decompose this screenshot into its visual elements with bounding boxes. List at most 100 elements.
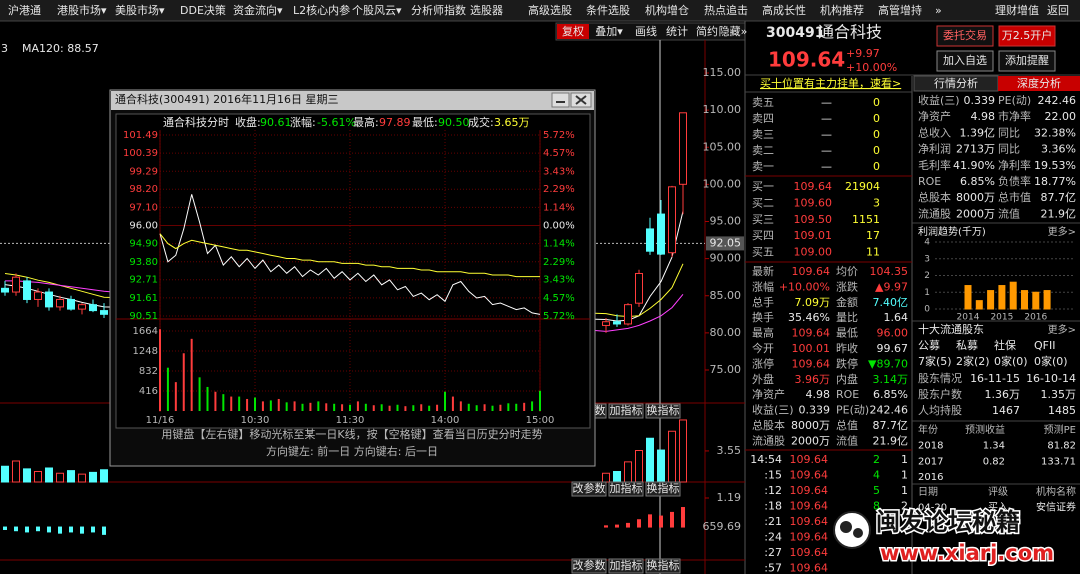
popup-stat-value: 97.89 bbox=[379, 116, 411, 129]
ticks-cell: 1 bbox=[901, 484, 908, 497]
info-cell: 16-11-15 bbox=[970, 372, 1020, 385]
action-button[interactable]: 委托交易 bbox=[943, 28, 987, 42]
stock-code: 300491 bbox=[766, 25, 824, 41]
pane-button[interactable]: 加指标 bbox=[610, 481, 643, 495]
pct-label: 2.29% bbox=[543, 257, 575, 268]
ma-line bbox=[4, 263, 684, 318]
candle-body bbox=[56, 298, 64, 308]
menu-item[interactable]: 美股市场▾ bbox=[115, 3, 165, 17]
menu-item[interactable]: 返回 bbox=[1047, 4, 1069, 17]
y-tick-label: 115.00 bbox=[703, 66, 742, 79]
volume-bar bbox=[285, 402, 288, 411]
minimize-button[interactable] bbox=[551, 92, 570, 108]
rows-cell: 0家(0) bbox=[1034, 354, 1068, 368]
y-tick-label: 98.20 bbox=[129, 184, 158, 195]
y-tick-label: 105.00 bbox=[703, 140, 742, 153]
menu-item[interactable]: DDE决策 bbox=[180, 3, 226, 17]
info-cell: 16-10-14 bbox=[1026, 372, 1076, 385]
menu-item[interactable]: 条件选股 bbox=[586, 3, 630, 17]
bar bbox=[89, 471, 97, 483]
watermark-logo bbox=[833, 511, 871, 549]
bar bbox=[56, 472, 64, 483]
toolbar-button[interactable]: 画线 bbox=[635, 24, 657, 38]
info-cell: 人均持股 bbox=[918, 403, 962, 417]
forecast-cell: 年份 bbox=[918, 423, 938, 436]
menu-item[interactable]: 高管增持 bbox=[878, 3, 922, 17]
menu-item[interactable]: 热点追击 bbox=[704, 3, 748, 17]
menu-item[interactable]: 选股器 bbox=[470, 4, 503, 17]
menu-item[interactable]: L2核心内参 bbox=[293, 3, 350, 17]
bar bbox=[14, 526, 18, 532]
bar bbox=[964, 285, 972, 310]
forecast-cell: 0.82 bbox=[983, 456, 1005, 467]
x-tick-label: 11:30 bbox=[336, 415, 365, 426]
volume-bar bbox=[364, 403, 367, 411]
order-book-cell: — bbox=[821, 112, 832, 125]
menu-item[interactable]: 个股风云▾ bbox=[352, 4, 402, 17]
stats-cell: 4.98 bbox=[806, 388, 831, 401]
ticks-cell: :18 bbox=[764, 500, 782, 513]
y-tick-label: 1248 bbox=[133, 346, 158, 357]
popup-mode: 分时 bbox=[207, 116, 229, 129]
x-tick-label: 11/16 bbox=[146, 415, 175, 426]
volume-bar bbox=[269, 400, 272, 411]
fundamentals-cell: 242.46 bbox=[1038, 94, 1077, 107]
toolbar-button[interactable]: 复权 bbox=[562, 24, 584, 38]
order-book-cell: 1151 bbox=[852, 213, 880, 226]
candle-body bbox=[34, 291, 42, 300]
toolbar-button[interactable]: 隐藏» bbox=[719, 25, 748, 38]
bar bbox=[102, 526, 106, 535]
y-tick-label: 1664 bbox=[133, 326, 158, 337]
menu-item[interactable]: 高级选股 bbox=[528, 3, 572, 17]
popup-stat-label: 成交: bbox=[468, 115, 494, 129]
order-book-cell: 买二 bbox=[752, 196, 774, 209]
pane-button[interactable]: 改参数 bbox=[573, 558, 606, 572]
bar bbox=[58, 526, 62, 534]
action-button[interactable]: 加入自选 bbox=[943, 54, 987, 67]
menu-item[interactable]: 理财增值 bbox=[995, 3, 1039, 17]
volume-bar bbox=[380, 404, 383, 411]
volume-bar bbox=[174, 382, 177, 411]
action-button[interactable]: 添加提醒 bbox=[1005, 53, 1049, 67]
pct-label: 4.57% bbox=[543, 293, 575, 304]
ticks-cell: 109.64 bbox=[790, 562, 829, 574]
tab[interactable]: 行情分析 bbox=[934, 76, 978, 90]
toolbar-button[interactable]: 简约 bbox=[696, 24, 718, 38]
toolbar-button[interactable]: 叠加▾ bbox=[595, 25, 623, 38]
promo-link[interactable]: 买十位置有主力挂单，速看> bbox=[760, 76, 901, 90]
menu-item[interactable]: 资金流向▾ bbox=[233, 3, 283, 17]
volume-bar bbox=[317, 401, 320, 411]
pane-note: 659.69 bbox=[703, 520, 742, 533]
menu-item[interactable]: 机构增仓 bbox=[645, 3, 689, 17]
menu-item[interactable]: 港股市场▾ bbox=[57, 3, 107, 17]
stats-cell: 净资产 bbox=[752, 387, 785, 401]
menu-item[interactable]: 高成长性 bbox=[762, 3, 806, 17]
y-tick-label: 85.00 bbox=[710, 289, 742, 302]
volume-bar bbox=[539, 390, 541, 411]
candle-body bbox=[668, 186, 676, 254]
pane-button[interactable]: 改参数 bbox=[573, 481, 606, 495]
y-tick-label: 97.10 bbox=[129, 202, 158, 213]
menu-item[interactable]: 分析师指数 bbox=[411, 3, 466, 17]
ma-label: MA120: 88.57 bbox=[22, 42, 99, 55]
menu-item[interactable]: » bbox=[935, 4, 942, 17]
order-book-cell: 卖一 bbox=[752, 160, 774, 173]
tab[interactable]: 深度分析 bbox=[1017, 76, 1061, 90]
pane-button[interactable]: 加指标 bbox=[610, 558, 643, 572]
more-link[interactable]: 更多> bbox=[1048, 225, 1076, 238]
ticks-cell: 2 bbox=[873, 453, 880, 466]
pane-button[interactable]: 换指标 bbox=[647, 558, 680, 572]
pane-button[interactable]: 加指标 bbox=[610, 403, 643, 417]
ma-line bbox=[4, 210, 684, 322]
toolbar-button[interactable]: 统计 bbox=[666, 25, 688, 38]
ticks-cell: :24 bbox=[764, 531, 782, 544]
menu-item[interactable]: 沪港通 bbox=[8, 3, 41, 17]
more-link[interactable]: 更多> bbox=[1048, 323, 1076, 336]
pane-button[interactable]: 换指标 bbox=[647, 403, 680, 417]
action-button[interactable]: 万2.5开户 bbox=[1002, 28, 1053, 42]
menu-item[interactable]: 机构推荐 bbox=[820, 3, 864, 17]
candle-body bbox=[67, 298, 75, 310]
pane-button[interactable]: 换指标 bbox=[647, 481, 680, 495]
fundamentals-cell: 87.7亿 bbox=[1041, 191, 1077, 204]
